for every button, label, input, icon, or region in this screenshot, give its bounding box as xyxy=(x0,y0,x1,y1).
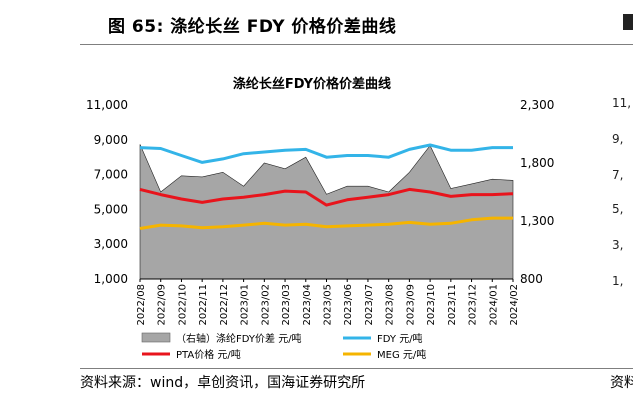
edge-tick-fragment: 5, xyxy=(612,202,624,216)
series-lines xyxy=(139,143,514,230)
edge-title-fragment xyxy=(623,14,633,30)
right-tick-label: 1,300 xyxy=(520,214,554,228)
right-tick-label: 1,800 xyxy=(520,156,554,170)
edge-tick-fragment: 3, xyxy=(612,238,624,252)
x-tick-label: 2022/08 xyxy=(136,284,147,326)
x-tick-label: 2022/11 xyxy=(198,284,209,326)
x-tick-label: 2023/02 xyxy=(260,284,271,326)
legend-label: MEG 元/吨 xyxy=(377,348,426,361)
left-tick-label: 3,000 xyxy=(94,237,128,251)
right-tick-label: 800 xyxy=(520,272,543,286)
x-tick-label: 2023/10 xyxy=(426,284,437,326)
legend: （右轴）涤纶FDY价差 元/吨 FDY 元/吨 PTA价格 元/吨 MEG 元/吨 xyxy=(141,332,426,361)
left-tick-label: 5,000 xyxy=(94,202,128,216)
top-rule xyxy=(80,44,633,45)
x-tick-label: 2023/12 xyxy=(468,284,479,326)
x-tick-label: 2022/09 xyxy=(157,284,168,326)
x-tick-label: 2023/11 xyxy=(447,284,458,326)
left-tick-label: 11,000 xyxy=(86,98,128,112)
x-tick-label: 2022/10 xyxy=(177,284,188,326)
x-tick-label: 2023/09 xyxy=(405,284,416,326)
x-tick-label: 2023/07 xyxy=(364,284,375,326)
source-note: 资料来源：wind，卓创资讯，国海证券研究所 xyxy=(80,375,366,391)
x-tick-label: 2023/03 xyxy=(281,284,292,326)
series-line-3 xyxy=(139,216,513,230)
right-tick-label: 2,300 xyxy=(520,98,554,112)
right-axis-ticks: 800 1,300 1,800 2,300 xyxy=(520,98,554,286)
x-axis-ticks: 2022/08 2022/09 2022/10 2022/11 2022/12 2023/… xyxy=(136,279,520,326)
x-tick-label: 2023/06 xyxy=(343,284,354,326)
legend-label: FDY 元/吨 xyxy=(377,332,423,345)
x-tick-label: 2022/12 xyxy=(219,284,230,326)
series-area-spread xyxy=(139,144,514,280)
edge-tick-fragment: 1, xyxy=(612,274,624,288)
spread-area xyxy=(139,144,514,280)
x-tick-label: 2023/05 xyxy=(323,284,334,326)
figure-title: 图 65: 涤纶长丝 FDY 价格价差曲线 xyxy=(108,17,397,37)
x-tick-label: 2023/01 xyxy=(240,284,251,326)
edge-tick-fragment: 7, xyxy=(612,168,624,182)
edge-source-fragment: 资料 xyxy=(610,375,633,391)
x-tick-label: 2024/02 xyxy=(509,284,520,326)
x-tick-label: 2024/01 xyxy=(488,284,499,326)
x-tick-label: 2023/08 xyxy=(385,284,396,326)
left-tick-label: 9,000 xyxy=(94,133,128,147)
series-line-2 xyxy=(139,187,514,207)
legend-swatch xyxy=(141,332,171,343)
edge-tick-fragment: 11, xyxy=(612,96,632,110)
bottom-rule xyxy=(80,368,633,369)
left-axis-ticks: 1,000 3,000 5,000 7,000 9,000 11,000 xyxy=(86,98,128,286)
chart-title: 涤纶长丝FDY价格价差曲线 xyxy=(233,76,391,92)
series-line-1 xyxy=(139,143,513,164)
legend-label: （右轴）涤纶FDY价差 元/吨 xyxy=(176,332,302,345)
edge-tick-fragment: 9, xyxy=(612,132,624,146)
left-tick-label: 1,000 xyxy=(94,272,128,286)
x-tick-label: 2023/04 xyxy=(302,284,313,326)
legend-label: PTA价格 元/吨 xyxy=(176,348,241,361)
left-tick-label: 7,000 xyxy=(94,168,128,182)
